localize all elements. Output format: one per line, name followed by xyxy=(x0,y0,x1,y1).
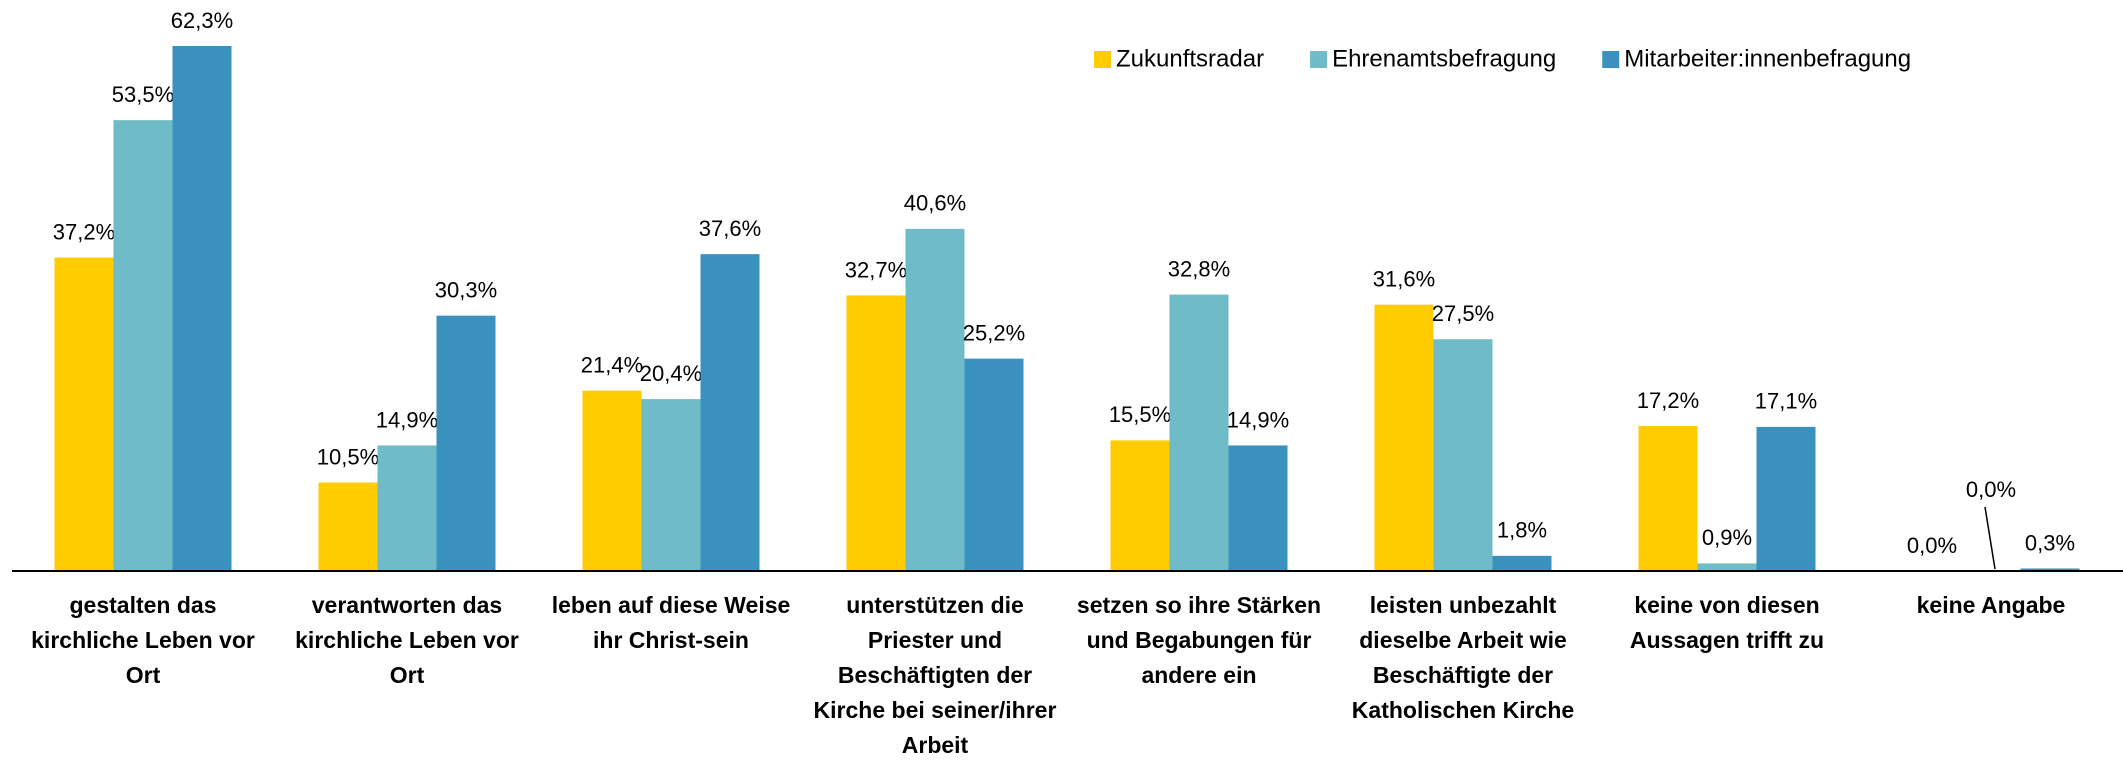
value-label: 53,5% xyxy=(112,82,174,107)
x-tick-label: keine Angabe xyxy=(1916,592,2066,618)
value-label: 20,4% xyxy=(640,361,702,386)
x-tick-label: gestalten das kirchliche Leben vor Ort xyxy=(31,592,255,688)
value-label: 0,3% xyxy=(2025,530,2075,555)
value-label: 31,6% xyxy=(1373,267,1435,292)
legend-label: Zukunftsradar xyxy=(1116,45,1264,72)
value-label: 21,4% xyxy=(581,352,643,377)
legend-label: Ehrenamtsbefragung xyxy=(1332,45,1556,72)
bar xyxy=(905,228,965,571)
value-label: 27,5% xyxy=(1432,301,1494,326)
value-label: 0,0% xyxy=(1907,533,1957,558)
value-label: 37,2% xyxy=(53,219,115,244)
value-label: 37,6% xyxy=(699,216,761,241)
x-tick-label: keine von diesen Aussagen trifft zu xyxy=(1629,592,1825,653)
value-label: 14,9% xyxy=(1227,407,1289,432)
value-label: 40,6% xyxy=(904,191,966,216)
legend-swatch xyxy=(1602,51,1620,68)
bar xyxy=(641,399,701,571)
bar xyxy=(54,257,114,571)
x-tick-label: leisten unbezahlt dieselbe Arbeit wie Be… xyxy=(1351,592,1575,723)
bar xyxy=(377,445,437,571)
bar xyxy=(2020,568,2080,571)
value-label: 32,7% xyxy=(845,257,907,282)
value-label: 25,2% xyxy=(963,320,1025,345)
value-label: 0,9% xyxy=(1702,525,1752,550)
bar xyxy=(964,358,1024,571)
bar xyxy=(1433,339,1493,571)
bar xyxy=(172,46,232,571)
bar xyxy=(700,254,760,572)
bar xyxy=(1756,426,1816,571)
value-label: 30,3% xyxy=(435,277,497,302)
bar xyxy=(582,390,642,571)
bar xyxy=(1492,555,1552,571)
bar xyxy=(1638,426,1698,571)
bar xyxy=(1169,294,1229,571)
value-label: 15,5% xyxy=(1109,402,1171,427)
legend-swatch xyxy=(1310,51,1328,68)
bar xyxy=(1228,445,1288,571)
legend-label: Mitarbeiter:innenbefragung xyxy=(1624,45,1911,72)
bar xyxy=(436,315,496,571)
leader-line xyxy=(1984,506,1996,570)
value-label: 32,8% xyxy=(1168,256,1230,281)
bar xyxy=(1697,563,1757,571)
bar xyxy=(1374,304,1434,571)
value-label: 14,9% xyxy=(376,407,438,432)
value-label: 10,5% xyxy=(317,444,379,469)
value-label: 1,8% xyxy=(1497,518,1547,543)
value-label: 0,0% xyxy=(1966,477,2016,502)
bar xyxy=(1110,440,1170,571)
value-label: 17,2% xyxy=(1637,388,1699,413)
value-label: 17,1% xyxy=(1755,389,1817,414)
bar xyxy=(318,482,378,571)
bar xyxy=(846,295,906,571)
legend-swatch xyxy=(1094,51,1111,68)
x-tick-label: leben auf diese Weise ihr Christ-sein xyxy=(551,592,791,653)
x-tick-label: unterstützen die Priester und Beschäftig… xyxy=(813,592,1057,758)
value-label: 62,3% xyxy=(171,8,233,33)
x-tick-label: verantworten das kirchliche Leben vor Or… xyxy=(295,592,519,688)
bar xyxy=(113,120,173,572)
x-tick-label: setzen so ihre Stärken und Begabungen fü… xyxy=(1076,592,1322,688)
